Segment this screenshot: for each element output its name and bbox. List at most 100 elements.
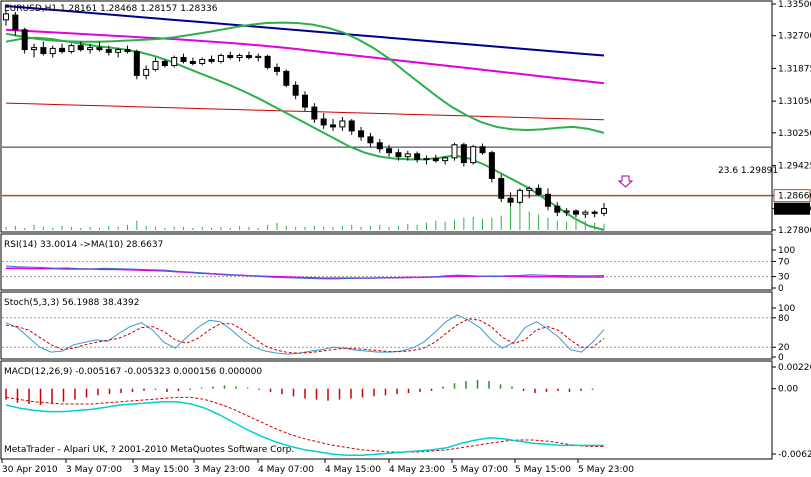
candle-body[interactable] [21, 29, 28, 51]
candle-body[interactable] [115, 49, 122, 53]
candle-body[interactable] [171, 57, 178, 66]
price-axis-label: 1.33500 [778, 0, 811, 10]
time-axis-label: 30 Apr 2010 [2, 465, 58, 475]
candle-body[interactable] [507, 197, 514, 203]
time-axis-label: 3 May 23:00 [194, 465, 250, 475]
candle-body[interactable] [404, 153, 411, 158]
stoch-panel[interactable] [0, 291, 773, 360]
stoch-axis-label: 80 [778, 314, 790, 324]
price-tag-box [774, 202, 810, 215]
candle-body[interactable] [358, 130, 365, 138]
time-axis-label: 4 May 07:00 [258, 465, 314, 475]
candle-body[interactable] [59, 47, 66, 53]
candle-body[interactable] [470, 146, 477, 164]
price-axis-label: 1.27800 [778, 226, 811, 236]
candle-body[interactable] [3, 13, 9, 21]
candle-body[interactable] [264, 55, 271, 68]
candle-body[interactable] [386, 148, 393, 154]
macd-main-line [5, 401, 604, 457]
time-axis-label: 4 May 15:00 [325, 465, 381, 475]
candle-body[interactable] [87, 47, 94, 51]
candle-body[interactable] [189, 60, 196, 64]
candle-body[interactable] [255, 55, 262, 59]
candle-body[interactable] [180, 57, 187, 62]
candle-body[interactable] [12, 14, 19, 31]
candle-body[interactable] [283, 70, 290, 86]
stoch-axis-label: 100 [778, 304, 795, 314]
price-level-tag: 1.28666 [778, 192, 811, 202]
stoch-signal-line [5, 318, 605, 354]
copyright-text: MetaTrader - Alpari UK, ? 2001-2010 Meta… [4, 445, 294, 455]
time-axis-label: 5 May 15:00 [515, 465, 571, 475]
macd-label: MACD(12,26,9) -0.005167 -0.005323 0.0001… [4, 367, 262, 377]
time-axis-label: 3 May 15:00 [133, 465, 189, 475]
candle-body[interactable] [367, 136, 374, 144]
candle-body[interactable] [544, 193, 551, 207]
current-price-tag: 1.28336 [778, 205, 811, 215]
candle-body[interactable] [124, 49, 131, 53]
candle-body[interactable] [292, 84, 299, 96]
candle-body[interactable] [245, 55, 252, 59]
candle-body[interactable] [526, 187, 533, 191]
candle-body[interactable] [601, 208, 607, 214]
candle-body[interactable] [488, 152, 495, 179]
macd-axis-label: -0.00626 [778, 450, 811, 460]
candle-body[interactable] [498, 177, 505, 199]
candle-body[interactable] [395, 152, 402, 158]
candle-body[interactable] [451, 144, 458, 159]
candle-body[interactable] [143, 68, 150, 76]
candle-body[interactable] [554, 205, 561, 213]
candle-body[interactable] [311, 106, 318, 120]
time-axis-label: 5 May 07:00 [452, 465, 508, 475]
candle-body[interactable] [208, 59, 215, 62]
candle-body[interactable] [105, 49, 112, 53]
candle-body[interactable] [40, 47, 47, 55]
candle-body[interactable] [460, 144, 467, 164]
ma-red-line [5, 102, 605, 121]
candle-body[interactable] [77, 45, 84, 51]
ma-magenta-line [5, 28, 605, 85]
candle-body[interactable] [302, 94, 308, 108]
candle-body[interactable] [339, 120, 346, 128]
candle-body[interactable] [572, 210, 579, 215]
candle-body[interactable] [49, 47, 56, 55]
candle-body[interactable] [479, 146, 486, 154]
candle-body[interactable] [320, 118, 327, 126]
stoch-axis-label: 20 [778, 343, 790, 353]
candle-body[interactable] [376, 142, 383, 150]
candle-body[interactable] [236, 55, 243, 59]
rsi-panel[interactable] [0, 233, 773, 291]
candle-body[interactable] [535, 187, 542, 195]
candle-body[interactable] [423, 158, 430, 161]
macd-axis-label: 0.00 [778, 385, 798, 395]
price-tag-box [773, 189, 811, 203]
candle-body[interactable] [199, 59, 206, 64]
candle-body[interactable] [591, 211, 598, 214]
candle-body[interactable] [516, 189, 523, 203]
time-axis-label: 5 May 23:00 [578, 465, 634, 475]
candle-body[interactable] [152, 60, 159, 70]
ma-green-upper-line [5, 21, 605, 134]
price-axis-label: 1.29425 [778, 162, 811, 172]
candle-body[interactable] [414, 153, 421, 160]
candle-body[interactable] [133, 51, 140, 76]
candle-body[interactable] [68, 45, 75, 53]
candle-body[interactable] [96, 47, 103, 51]
rsi-axis-label: 30 [778, 273, 790, 283]
stoch-axis-label: 0 [778, 353, 784, 363]
candle-body[interactable] [348, 120, 355, 132]
candle-body[interactable] [31, 47, 38, 51]
candle-body[interactable] [330, 124, 337, 128]
ma-green-lower-line [5, 36, 605, 231]
candle-body[interactable] [432, 158, 439, 162]
candle-body[interactable] [442, 157, 449, 162]
candle-body[interactable] [217, 55, 224, 62]
macd-panel[interactable] [0, 360, 773, 460]
stoch-label: Stoch(5,3,3) 56.1988 38.4392 [4, 298, 139, 308]
candle-body[interactable] [227, 55, 234, 59]
candle-body[interactable] [161, 60, 168, 66]
candle-body[interactable] [582, 211, 589, 215]
candle-body[interactable] [563, 210, 570, 213]
candle-body[interactable] [273, 66, 280, 72]
